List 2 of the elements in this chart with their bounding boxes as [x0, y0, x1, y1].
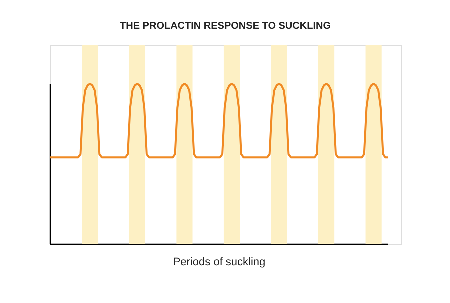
chart-title: THE PROLACTIN RESPONSE TO SUCKLING [120, 21, 332, 32]
x-axis-title: Periods of suckling [173, 256, 266, 268]
